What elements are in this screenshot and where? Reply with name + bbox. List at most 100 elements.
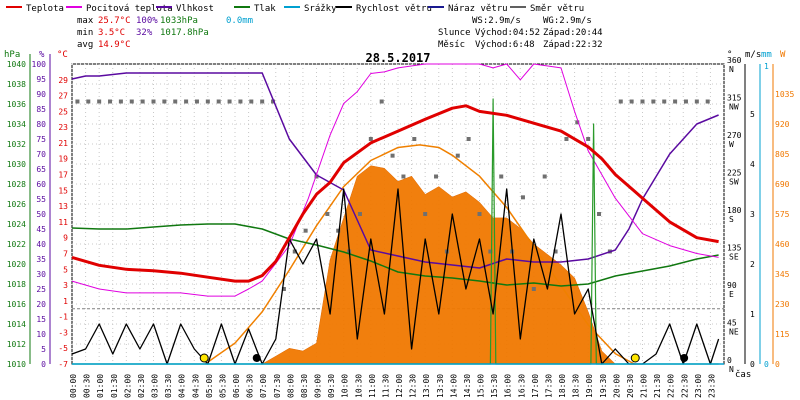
series-solar-area	[72, 165, 724, 365]
sunrise-marker	[199, 353, 209, 363]
x-tick-label: 23:30	[707, 374, 716, 398]
solar-tick-label: 460	[775, 240, 790, 249]
wind-direction-point	[108, 99, 113, 104]
pressure-tick-label: 1022	[7, 240, 26, 249]
x-tick-label: 11:30	[381, 374, 390, 398]
x-tick-label: 08:00	[286, 374, 295, 398]
wind-dir-compass-label: SE	[729, 253, 739, 262]
x-tick-label: 07:00	[259, 374, 268, 398]
info-panel: WS:2.9m/s WG:2.9m/s Slunce Východ:04:52 …	[438, 16, 603, 50]
x-tick-label: 10:30	[354, 374, 363, 398]
x-tick-label: 16:00	[504, 374, 513, 398]
wind-direction-point	[325, 212, 330, 216]
info-sunrise: Východ:04:52	[475, 28, 540, 38]
wind-dir-compass-label: NW	[729, 103, 739, 112]
humidity-tick-label: 100	[32, 60, 47, 69]
wind-dir-tick-label: 90	[727, 281, 737, 290]
pressure-tick-label: 1028	[7, 180, 26, 189]
x-tick-label: 19:30	[599, 374, 608, 398]
wind-dir-tick-label: 315	[727, 94, 742, 103]
x-tick-label: 05:30	[218, 374, 227, 398]
temperature-tick-label: 19	[58, 155, 68, 164]
x-tick-label: 01:00	[96, 374, 105, 398]
sun-moon-markers	[199, 353, 689, 363]
wind-direction-point	[477, 212, 482, 216]
wind-direction-point	[423, 212, 428, 216]
stats-avg-label: avg	[77, 40, 93, 50]
humidity-tick-label: 40	[36, 240, 46, 249]
wind-direction-point	[357, 212, 362, 216]
info-sun-label: Slunce	[438, 28, 471, 38]
wind-dir-compass-label: N	[729, 365, 734, 374]
wind-direction-point	[401, 174, 406, 179]
stats-max-label: max	[77, 16, 94, 26]
x-tick-label: 13:30	[436, 374, 445, 398]
wind-direction-point	[575, 120, 580, 125]
humidity-tick-label: 85	[36, 105, 46, 114]
temperature-tick-label: 17	[58, 171, 68, 180]
wind-direction-point	[271, 99, 276, 104]
rain-tick-label: 1	[764, 62, 769, 71]
humidity-tick-label: 5	[41, 345, 46, 354]
rain-tick-label: 0	[764, 360, 769, 369]
wind-speed-tick-label: 5	[750, 110, 755, 119]
solar-tick-label: 690	[775, 180, 790, 189]
stats-max-press: 1033hPa	[160, 16, 198, 26]
degc-axis-unit: °C	[57, 50, 68, 60]
wind-dir-tick-label: 135	[727, 244, 742, 253]
wind-direction-point	[292, 249, 297, 254]
temperature-tick-label: -1	[58, 313, 68, 322]
solar-tick-label: 230	[775, 300, 790, 309]
humidity-tick-label: 45	[36, 225, 46, 234]
wind-speed-tick-label: 4	[750, 160, 755, 169]
pressure-tick-label: 1034	[7, 120, 26, 129]
x-tick-label: 17:30	[544, 374, 553, 398]
humidity-tick-label: 65	[36, 165, 46, 174]
x-tick-label: 14:00	[449, 374, 458, 398]
info-moon-label: Měsíc	[438, 40, 465, 50]
temperature-tick-label: 5	[63, 265, 68, 274]
wind-direction-point	[673, 99, 678, 104]
temperature-tick-label: 15	[58, 186, 68, 195]
wind-direction-point	[118, 99, 123, 104]
x-tick-label: 18:30	[572, 374, 581, 398]
wind-direction-point	[499, 174, 504, 179]
series-pressure	[71, 223, 719, 287]
legend-label-3: Tlak	[254, 4, 276, 14]
x-tick-label: 09:00	[314, 374, 323, 398]
wind-direction-point	[194, 99, 199, 104]
moonrise-marker	[252, 354, 261, 362]
x-tick-label: 06:30	[246, 374, 255, 398]
info-moonset: Západ:22:32	[543, 40, 603, 50]
x-tick-label: 02:30	[137, 374, 146, 398]
wind-direction-point	[434, 174, 439, 179]
x-tick-label: 03:30	[164, 374, 173, 398]
wind-direction-point	[618, 99, 623, 104]
x-tick-label: 00:00	[69, 374, 78, 398]
x-tick-label: 07:30	[273, 374, 282, 398]
wind-speed-tick-label: 3	[750, 210, 755, 219]
temperature-tick-label: -3	[58, 328, 68, 337]
x-tick-label: 16:30	[517, 374, 526, 398]
humidity-tick-label: 80	[36, 120, 46, 129]
wind-dir-tick-label: 180	[727, 206, 742, 215]
legend-label-2: Vlhkost	[176, 4, 214, 14]
temperature-tick-label: -7	[58, 360, 68, 369]
info-ws: WS:2.9m/s	[472, 16, 521, 26]
x-tick-label: 20:00	[612, 374, 621, 398]
temperature-tick-label: 21	[58, 139, 68, 148]
humidity-tick-label: 35	[36, 255, 46, 264]
wind-direction-point	[368, 137, 373, 141]
x-tick-label: 11:00	[368, 374, 377, 398]
legend-label-4: Srážky	[304, 4, 337, 14]
x-tick-label: 22:00	[667, 374, 676, 398]
pressure-tick-label: 1010	[7, 360, 26, 369]
stats-max-hum: 100%	[136, 16, 158, 26]
stats-panel: max 25.7°C 100% 1033hPa 0.0mm min 3.5°C …	[77, 16, 253, 50]
wind-direction-point	[303, 228, 308, 233]
wind-dir-tick-label: 270	[727, 131, 742, 140]
x-tick-label: 12:30	[409, 374, 418, 398]
wind-direction-point	[520, 195, 525, 200]
wind-direction-point	[205, 99, 210, 104]
wind-direction-point	[249, 99, 254, 104]
